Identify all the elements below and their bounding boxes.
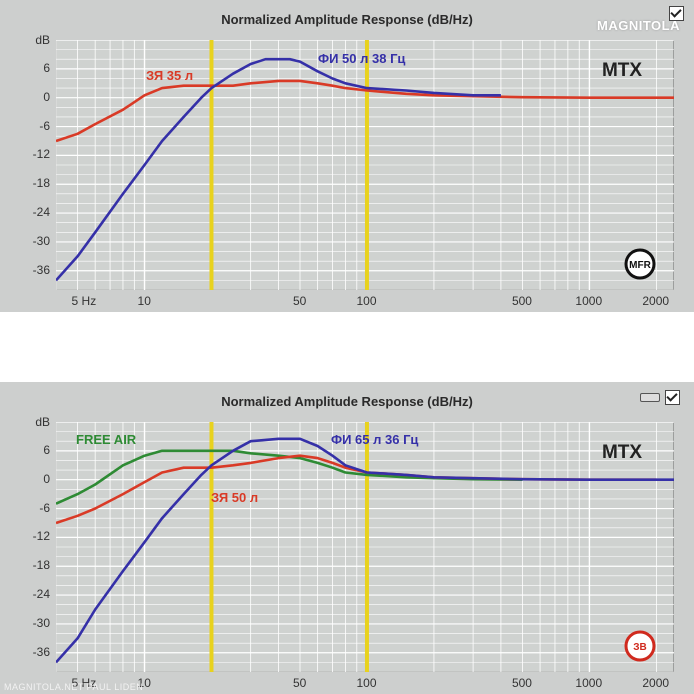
y-tick-label: -36 xyxy=(32,644,50,659)
brand-label: MTX xyxy=(602,60,642,81)
x-tick-label: 100 xyxy=(356,294,377,308)
y-tick-label: 0 xyxy=(43,89,50,104)
y-tick-label: -36 xyxy=(32,262,50,277)
brand-label: MTX xyxy=(602,442,642,463)
y-axis-unit: dB xyxy=(35,33,50,47)
series-line xyxy=(56,449,523,505)
y-tick-label: -6 xyxy=(39,118,50,133)
x-tick-label: 50 xyxy=(293,294,307,308)
chart-panel-bottom: Normalized Amplitude Response (dB/Hz) FR… xyxy=(0,382,694,694)
series-line xyxy=(56,57,501,282)
watermark-note: MAGNITOLA.NET PAUL LIDEN xyxy=(4,682,144,692)
magnitola-logo: MAGNITOLA xyxy=(597,18,680,33)
y-tick-label: -12 xyxy=(32,529,50,544)
y-tick-label: -6 xyxy=(39,500,50,515)
checkbox-icon[interactable] xyxy=(665,390,680,405)
y-tick-label: -24 xyxy=(32,587,50,602)
y-tick-label: -24 xyxy=(32,205,50,220)
chart-title: Normalized Amplitude Response (dB/Hz) xyxy=(221,394,473,409)
y-axis-unit: dB xyxy=(35,415,50,429)
chart-title: Normalized Amplitude Response (dB/Hz) xyxy=(221,12,473,27)
x-tick-label: 2000 xyxy=(642,294,670,308)
series-annotation: ЗЯ 35 л xyxy=(146,68,193,83)
plot-area: ЗЯ 35 л ФИ 50 л 38 Гц MTX MFR xyxy=(56,40,674,290)
chart-panel-top: Normalized Amplitude Response (dB/Hz) MA… xyxy=(0,0,694,312)
x-tick-label: 1000 xyxy=(575,294,603,308)
series-annotation: FREE AIR xyxy=(76,432,137,447)
chart-svg: FREE AIR ЗЯ 50 л ФИ 65 л 36 Гц MTX ЗВ xyxy=(56,422,674,672)
highlight-box xyxy=(209,40,369,290)
x-tick-label: 500 xyxy=(511,676,532,690)
badge-icon xyxy=(624,248,656,280)
y-tick-label: 6 xyxy=(43,442,50,457)
y-tick-label: -12 xyxy=(32,147,50,162)
x-tick-label: 5 Hz xyxy=(71,676,97,690)
checkbox-icon[interactable] xyxy=(669,6,684,21)
highlight-box xyxy=(209,422,369,672)
badge-label: MFR xyxy=(629,260,651,271)
x-tick-label: 50 xyxy=(293,676,307,690)
y-tick-label: -30 xyxy=(32,233,50,248)
x-tick-label: 1000 xyxy=(575,676,603,690)
series-line xyxy=(56,437,674,664)
y-tick-label: -30 xyxy=(32,615,50,630)
link-icon[interactable] xyxy=(640,393,660,402)
plot-area: FREE AIR ЗЯ 50 л ФИ 65 л 36 Гц MTX ЗВ xyxy=(56,422,674,672)
chart-svg: ЗЯ 35 л ФИ 50 л 38 Гц MTX MFR xyxy=(56,40,674,290)
x-tick-label: 2000 xyxy=(642,676,670,690)
x-tick-label: 10 xyxy=(137,294,151,308)
y-tick-label: -18 xyxy=(32,176,50,191)
x-tick-label: 10 xyxy=(137,676,151,690)
series-annotation: ФИ 65 л 36 Гц xyxy=(331,432,418,447)
x-tick-label: 100 xyxy=(356,676,377,690)
series-annotation: ЗЯ 50 л xyxy=(211,490,258,505)
badge-label: ЗВ xyxy=(633,642,647,653)
x-tick-label: 500 xyxy=(511,294,532,308)
series-annotation: ФИ 50 л 38 Гц xyxy=(318,51,405,66)
y-tick-label: 6 xyxy=(43,60,50,75)
badge-icon xyxy=(624,630,656,662)
x-tick-label: 5 Hz xyxy=(71,294,97,308)
y-tick-label: -18 xyxy=(32,558,50,573)
y-tick-label: 0 xyxy=(43,471,50,486)
